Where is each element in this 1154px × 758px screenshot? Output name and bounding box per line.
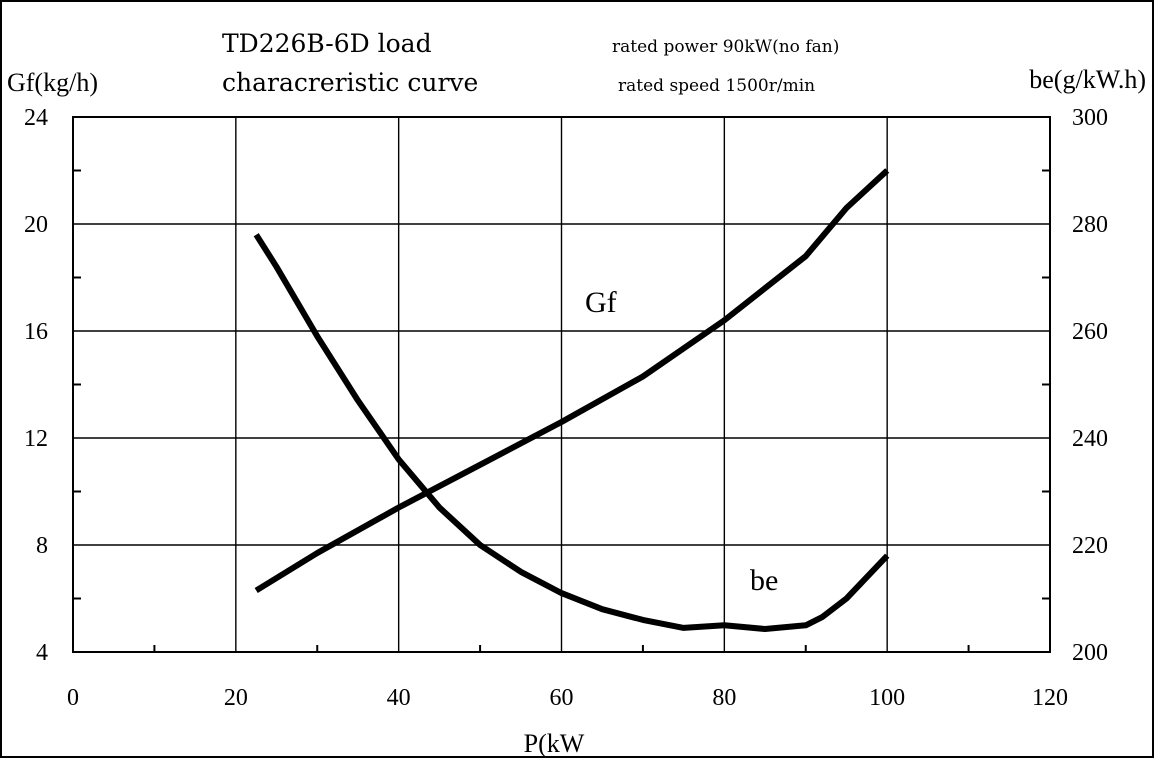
- x-tick-label: 40: [387, 685, 411, 711]
- series-line-gf: [254, 168, 890, 594]
- chart-title: TD226B-6D load: [222, 29, 432, 58]
- y-right-tick-label: 260: [1072, 319, 1108, 345]
- chart-subtitle: characreristic curve: [222, 68, 478, 97]
- x-tick-label: 60: [550, 685, 574, 711]
- x-tick-label: 120: [1032, 685, 1068, 711]
- note-rated-speed: rated speed 1500r/min: [618, 76, 815, 96]
- y-left-tick-label: 20: [24, 212, 48, 238]
- y-right-tick-label: 240: [1072, 426, 1108, 452]
- series-lines: [253, 168, 890, 632]
- x-tick-label: 0: [67, 685, 79, 711]
- x-axis-label: P(kW: [524, 729, 585, 758]
- be-curve-label: be: [750, 564, 778, 597]
- y-right-tick-label: 280: [1072, 212, 1108, 238]
- gf-curve-label: Gf: [585, 286, 617, 319]
- series-line-be: [253, 233, 890, 632]
- y-left-tick-label: 12: [24, 426, 48, 452]
- y-axis-right-label: be(g/kW.h): [1029, 65, 1146, 94]
- tick-marks: [73, 169, 1050, 652]
- x-tick-labels: 0 20 40 60 80 100 120: [67, 685, 1068, 711]
- x-tick-label: 20: [224, 685, 248, 711]
- y-left-tick-label: 8: [36, 533, 48, 559]
- y-axis-left-label: Gf(kg/h): [7, 68, 98, 97]
- note-rated-power: rated power 90kW(no fan): [612, 37, 839, 57]
- y-left-tick-label: 24: [24, 105, 48, 131]
- x-tick-label: 80: [712, 685, 736, 711]
- y-right-tick-labels: 200 220 240 260 280 300: [1072, 105, 1108, 666]
- y-right-tick-label: 220: [1072, 533, 1108, 559]
- y-left-tick-labels: 4 8 12 16 20 24: [24, 105, 48, 666]
- grid: [73, 117, 1050, 652]
- x-tick-label: 100: [869, 685, 905, 711]
- y-right-tick-label: 200: [1072, 640, 1108, 666]
- y-left-tick-label: 4: [36, 640, 48, 666]
- y-right-tick-label: 300: [1072, 105, 1108, 131]
- y-left-tick-label: 16: [24, 319, 48, 345]
